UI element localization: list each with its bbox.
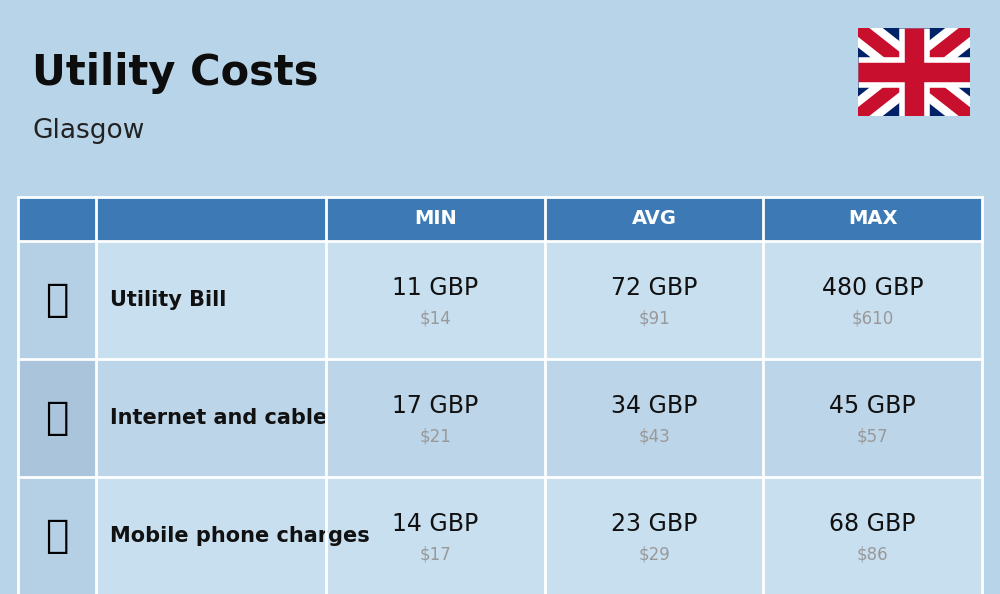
Bar (763, 359, 982, 477)
Text: Utility Costs: Utility Costs (32, 52, 318, 94)
Bar (763, 477, 982, 594)
Bar (96, 477, 326, 594)
Text: 480 GBP: 480 GBP (822, 276, 923, 300)
Text: 72 GBP: 72 GBP (611, 276, 697, 300)
Bar (96, 241, 326, 359)
Bar (18, 477, 96, 594)
Text: 🔌: 🔌 (45, 281, 69, 319)
Text: Utility Bill: Utility Bill (110, 290, 226, 310)
Text: Mobile phone charges: Mobile phone charges (110, 526, 370, 546)
Bar (326, 359, 545, 477)
Bar (18, 197, 982, 594)
Bar (858, 28, 970, 116)
Text: 68 GBP: 68 GBP (829, 512, 916, 536)
Bar (763, 197, 982, 241)
Text: $86: $86 (857, 545, 888, 563)
Bar (763, 241, 982, 359)
Bar (326, 197, 545, 241)
Text: $610: $610 (852, 309, 894, 327)
Bar (545, 359, 763, 477)
Text: $17: $17 (419, 545, 451, 563)
Bar (18, 359, 96, 477)
Bar (96, 197, 326, 241)
Text: $91: $91 (638, 309, 670, 327)
Text: AVG: AVG (632, 210, 676, 229)
Bar (545, 241, 763, 359)
Text: $21: $21 (419, 427, 451, 445)
Bar (96, 359, 326, 477)
Text: 34 GBP: 34 GBP (611, 394, 697, 418)
Text: MIN: MIN (414, 210, 457, 229)
Text: $57: $57 (857, 427, 888, 445)
Text: 11 GBP: 11 GBP (392, 276, 478, 300)
Text: 45 GBP: 45 GBP (829, 394, 916, 418)
Text: Internet and cable: Internet and cable (110, 408, 327, 428)
Text: MAX: MAX (848, 210, 897, 229)
Text: 14 GBP: 14 GBP (392, 512, 478, 536)
Bar (545, 197, 763, 241)
Bar (18, 197, 96, 241)
Text: 17 GBP: 17 GBP (392, 394, 478, 418)
Text: 📱: 📱 (45, 517, 69, 555)
Text: 📶: 📶 (45, 399, 69, 437)
Bar (545, 477, 763, 594)
Text: $14: $14 (419, 309, 451, 327)
Text: $29: $29 (638, 545, 670, 563)
Bar (858, 28, 970, 116)
Text: 23 GBP: 23 GBP (611, 512, 697, 536)
Text: Glasgow: Glasgow (32, 118, 144, 144)
Bar (326, 241, 545, 359)
Bar (18, 241, 96, 359)
Text: $43: $43 (638, 427, 670, 445)
Bar (326, 477, 545, 594)
